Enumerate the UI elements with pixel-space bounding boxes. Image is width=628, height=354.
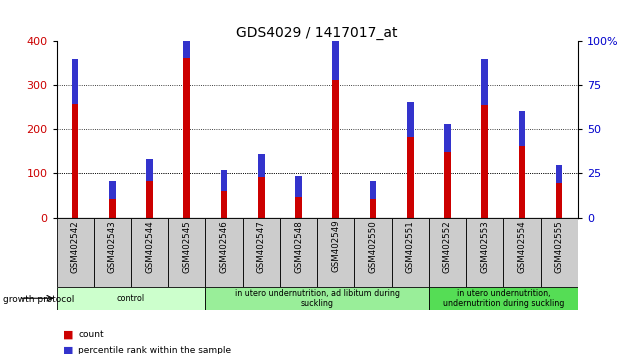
- Text: GSM402547: GSM402547: [257, 220, 266, 273]
- Bar: [332, 80, 339, 218]
- Bar: [146, 159, 153, 181]
- Bar: [109, 181, 116, 199]
- Bar: [444, 124, 451, 152]
- Text: control: control: [117, 294, 145, 303]
- Bar: [94, 218, 131, 287]
- Bar: [280, 218, 317, 287]
- Bar: [556, 166, 563, 183]
- Bar: [407, 102, 414, 137]
- Text: GSM402544: GSM402544: [145, 220, 154, 273]
- Bar: [183, 5, 190, 58]
- Bar: [332, 30, 339, 80]
- Text: GSM402551: GSM402551: [406, 220, 414, 273]
- Bar: [370, 181, 376, 199]
- Text: ■: ■: [63, 346, 73, 354]
- Text: GSM402543: GSM402543: [108, 220, 117, 273]
- Text: GSM402546: GSM402546: [220, 220, 229, 273]
- Bar: [541, 218, 578, 287]
- Bar: [295, 198, 302, 218]
- Bar: [519, 110, 525, 146]
- Text: in utero undernutrition,
undernutrition during suckling: in utero undernutrition, undernutrition …: [443, 289, 564, 308]
- Bar: [392, 218, 429, 287]
- Bar: [481, 59, 488, 105]
- Bar: [109, 199, 116, 218]
- Bar: [466, 218, 503, 287]
- Bar: [72, 103, 78, 218]
- Bar: [146, 181, 153, 218]
- Bar: [317, 218, 354, 287]
- Text: GSM402553: GSM402553: [480, 220, 489, 273]
- Bar: [407, 137, 414, 218]
- Text: GSM402542: GSM402542: [70, 220, 80, 273]
- Bar: [444, 152, 451, 218]
- Text: GSM402555: GSM402555: [555, 220, 564, 273]
- Text: percentile rank within the sample: percentile rank within the sample: [78, 346, 232, 354]
- Bar: [503, 218, 541, 287]
- Text: GSM402545: GSM402545: [182, 220, 192, 273]
- Bar: [168, 218, 205, 287]
- Bar: [57, 218, 94, 287]
- Bar: [295, 176, 302, 198]
- Text: GSM402550: GSM402550: [369, 220, 377, 273]
- Bar: [481, 105, 488, 218]
- Bar: [370, 199, 376, 218]
- Bar: [429, 218, 466, 287]
- Text: GSM402554: GSM402554: [517, 220, 526, 273]
- Bar: [205, 287, 429, 310]
- Text: GSM402549: GSM402549: [331, 220, 340, 273]
- Bar: [205, 218, 242, 287]
- Bar: [220, 191, 227, 218]
- Bar: [72, 59, 78, 103]
- Bar: [258, 154, 264, 177]
- Bar: [519, 146, 525, 218]
- Bar: [258, 177, 264, 218]
- Text: count: count: [78, 330, 104, 339]
- Bar: [242, 218, 280, 287]
- Text: growth protocol: growth protocol: [3, 295, 75, 304]
- Bar: [354, 218, 392, 287]
- Bar: [183, 58, 190, 218]
- Bar: [556, 183, 563, 218]
- Text: ■: ■: [63, 330, 73, 339]
- Title: GDS4029 / 1417017_at: GDS4029 / 1417017_at: [236, 26, 398, 40]
- Bar: [131, 218, 168, 287]
- Bar: [220, 170, 227, 191]
- Text: GSM402552: GSM402552: [443, 220, 452, 273]
- Bar: [429, 287, 578, 310]
- Text: in utero undernutrition, ad libitum during
suckling: in utero undernutrition, ad libitum duri…: [235, 289, 399, 308]
- Bar: [57, 287, 205, 310]
- Text: GSM402548: GSM402548: [294, 220, 303, 273]
